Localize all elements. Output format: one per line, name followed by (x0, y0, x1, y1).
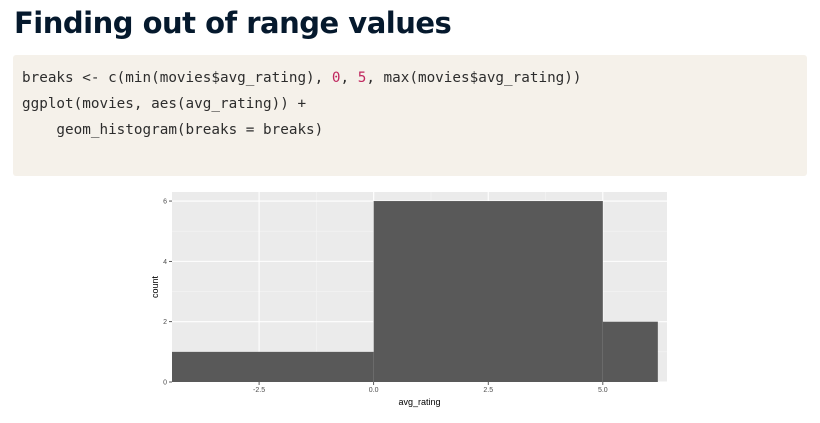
histogram-bar (373, 201, 603, 382)
code-text: breaks <- c(min(movies$avg_rating), (22, 70, 332, 86)
code-text: , max(movies$avg_rating)) (366, 70, 582, 86)
code-line-3: geom_histogram(breaks = breaks) (22, 122, 324, 138)
code-line-1: breaks <- c(min(movies$avg_rating), 0, 5… (22, 65, 807, 91)
histogram-bar (172, 351, 374, 382)
code-block: breaks <- c(min(movies$avg_rating), 0, 5… (13, 55, 807, 176)
histogram-chart: -2.5 0.0 2.5 5.0 0 2 4 6 avg_rating count (148, 186, 678, 410)
x-tick-label: -2.5 (253, 387, 265, 394)
code-number-literal: 0 (331, 70, 341, 86)
code-line-2: ggplot(movies, aes(avg_rating)) + (22, 96, 307, 112)
y-tick-label: 2 (163, 319, 167, 326)
x-tick-label: 0.0 (369, 387, 379, 394)
x-tick-label: 5.0 (598, 387, 608, 394)
slide-title: Finding out of range values (14, 6, 452, 40)
chart-svg: -2.5 0.0 2.5 5.0 0 2 4 6 avg_rating count (150, 192, 667, 407)
code-number-literal: 5 (357, 70, 367, 86)
histogram-bar (602, 321, 658, 382)
code-text: , (340, 70, 358, 86)
y-tick-label: 0 (163, 380, 167, 387)
x-tick-label: 2.5 (483, 387, 493, 394)
y-tick-label: 4 (163, 259, 167, 266)
x-axis-title: avg_rating (398, 397, 440, 407)
y-tick-label: 6 (163, 199, 167, 206)
y-axis-title: count (150, 275, 160, 298)
